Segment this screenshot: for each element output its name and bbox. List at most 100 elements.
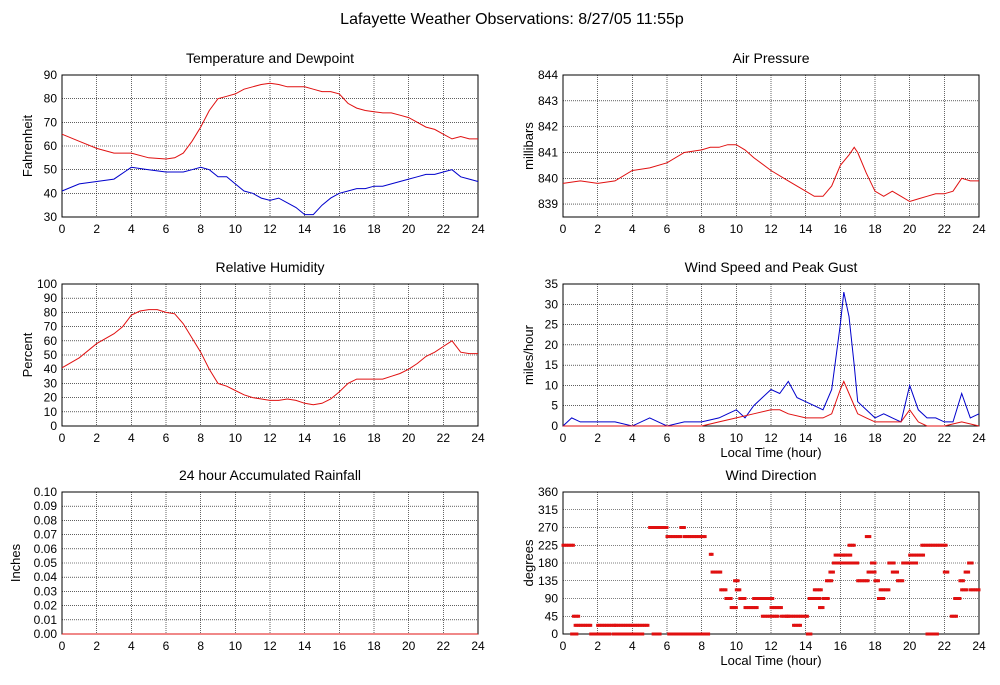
direction-point	[736, 588, 740, 592]
x-tick-label: 6	[664, 639, 671, 653]
direction-point	[604, 632, 608, 636]
direction-point	[772, 614, 776, 618]
direction-point	[812, 588, 816, 592]
x-tick-label: 16	[834, 431, 848, 445]
direction-point	[882, 597, 886, 600]
direction-point	[620, 632, 624, 636]
direction-point	[927, 543, 931, 547]
y-axis-label: millibars	[521, 122, 536, 170]
x-tick-label: 18	[367, 639, 381, 653]
direction-point	[734, 606, 738, 610]
direction-point	[760, 597, 764, 600]
direction-point	[611, 623, 615, 627]
direction-point	[961, 579, 965, 583]
direction-point	[828, 579, 832, 583]
direction-point	[577, 614, 581, 618]
direction-point	[603, 623, 607, 627]
direction-point	[972, 588, 976, 592]
direction-point	[701, 535, 705, 539]
y-tick-label: 270	[538, 521, 558, 535]
direction-point	[814, 597, 818, 600]
direction-point	[830, 579, 834, 583]
direction-point	[753, 597, 757, 600]
y-axis-label: Percent	[20, 332, 35, 377]
direction-point	[977, 588, 981, 592]
direction-point	[854, 561, 858, 565]
x-tick-label: 20	[402, 639, 416, 653]
direction-point	[644, 623, 648, 627]
direction-point	[603, 632, 607, 636]
direction-point	[876, 597, 880, 600]
direction-point	[870, 570, 874, 574]
series-line-0	[61, 82, 478, 160]
direction-point	[958, 579, 962, 583]
direction-point	[913, 553, 917, 557]
direction-point	[850, 561, 854, 565]
direction-point	[920, 553, 924, 557]
direction-point	[840, 553, 844, 557]
direction-point	[681, 526, 685, 529]
direction-point	[805, 632, 809, 636]
direction-point	[651, 632, 655, 636]
direction-point	[700, 535, 704, 539]
direction-point	[745, 606, 749, 610]
direction-point	[856, 561, 860, 565]
direction-point	[880, 588, 884, 592]
series-line-0	[562, 291, 980, 427]
direction-point	[622, 632, 626, 636]
direction-point	[662, 526, 666, 529]
x-tick-label: 24	[972, 222, 986, 236]
direction-point	[965, 588, 969, 592]
direction-point	[577, 623, 581, 627]
direction-point	[625, 623, 629, 627]
y-tick-label: 25	[545, 318, 559, 332]
direction-point	[819, 606, 823, 610]
chart-title: Wind Speed and Peak Gust	[685, 259, 858, 275]
direction-point	[954, 614, 958, 618]
direction-point	[651, 526, 655, 529]
direction-point	[665, 535, 669, 539]
direction-point	[965, 570, 969, 574]
direction-point	[934, 632, 938, 636]
direction-point	[863, 579, 867, 583]
x-tick-label: 2	[594, 222, 601, 236]
y-tick-label: 135	[538, 574, 558, 588]
y-tick-label: 20	[44, 391, 58, 405]
direction-point	[871, 561, 875, 565]
direction-point	[667, 535, 671, 539]
direction-point	[639, 632, 643, 636]
y-tick-label: 0	[551, 627, 558, 641]
direction-point	[767, 597, 771, 600]
direction-point	[679, 632, 683, 636]
direction-point	[684, 535, 688, 539]
direction-point	[932, 632, 936, 636]
direction-point	[682, 535, 686, 539]
direction-point	[589, 632, 593, 636]
direction-point	[679, 535, 683, 539]
x-tick-label: 6	[163, 222, 170, 236]
x-tick-label: 0	[59, 431, 66, 445]
direction-point	[793, 623, 797, 627]
direction-point	[925, 543, 929, 547]
direction-point	[608, 623, 612, 627]
x-tick-label: 14	[298, 431, 312, 445]
direction-point	[634, 632, 638, 636]
y-tick-label: 840	[538, 171, 558, 185]
direction-point	[887, 561, 891, 565]
direction-point	[968, 588, 972, 592]
y-tick-label: 10	[44, 405, 58, 419]
x-tick-label: 24	[972, 639, 986, 653]
x-tick-label: 12	[263, 431, 277, 445]
direction-point	[570, 543, 574, 547]
direction-point	[951, 614, 955, 618]
y-tick-label: 843	[538, 94, 558, 108]
direction-point	[975, 588, 979, 592]
direction-point	[807, 597, 811, 600]
direction-point	[942, 570, 946, 574]
direction-point	[901, 561, 905, 565]
direction-point	[570, 632, 574, 636]
direction-point	[960, 579, 964, 583]
direction-point	[578, 623, 582, 627]
direction-point	[585, 623, 589, 627]
x-tick-label: 8	[698, 222, 705, 236]
